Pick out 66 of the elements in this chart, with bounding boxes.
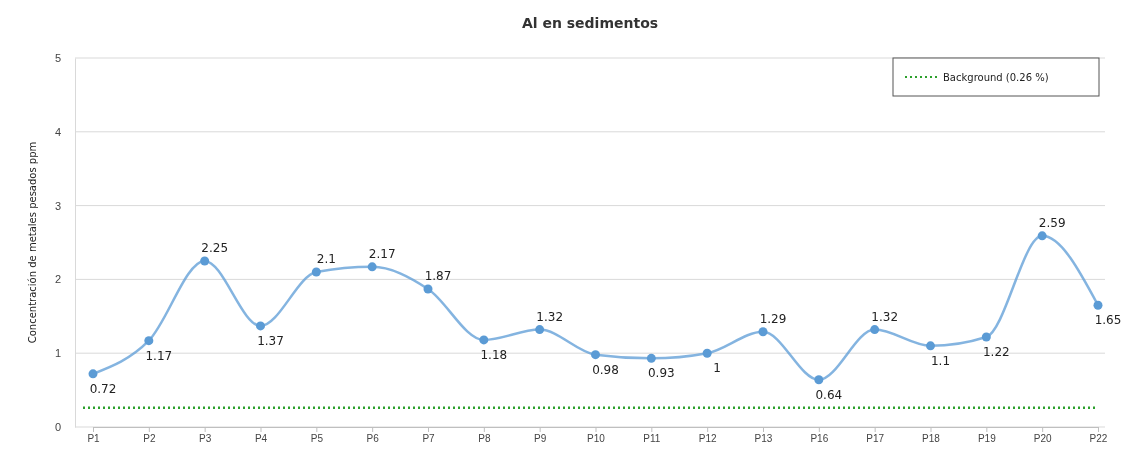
data-label: 2.25 <box>201 240 229 255</box>
x-tick-label: P5 <box>310 433 324 445</box>
data-label: 1.65 <box>1094 313 1122 328</box>
data-label: 0.93 <box>647 366 675 381</box>
data-label: 0.98 <box>592 362 619 377</box>
point <box>200 256 210 266</box>
x-tick-label: P8 <box>478 433 491 445</box>
x-tick-label: P1 <box>87 433 101 445</box>
x-tick-label: P9 <box>534 433 547 445</box>
point <box>591 350 600 360</box>
data-label: 1.87 <box>424 268 452 283</box>
point <box>926 341 935 351</box>
x-tick-label: P10 <box>587 433 606 445</box>
point <box>423 284 433 294</box>
point <box>702 348 712 358</box>
point <box>981 332 991 342</box>
y-tick-label: 5 <box>54 52 61 65</box>
y-tick-label: 3 <box>54 199 61 212</box>
point <box>758 327 768 337</box>
data-label: 2.1 <box>316 252 336 267</box>
point <box>367 262 377 272</box>
x-tick-label: P17 <box>866 433 885 445</box>
point <box>256 321 265 331</box>
x-tick-label: P13 <box>754 433 773 445</box>
point <box>646 353 656 363</box>
chart-title: Al en sedimentos <box>521 15 659 31</box>
point <box>1037 231 1047 241</box>
data-label: 1.32 <box>536 309 564 324</box>
x-tick-label: P16 <box>810 433 829 445</box>
x-tick-label: P2 <box>143 433 156 445</box>
y-tick-label: 4 <box>54 125 61 138</box>
data-label: 0.72 <box>89 381 117 396</box>
point <box>535 325 545 335</box>
data-label: 1.32 <box>871 309 899 324</box>
legend-label: Background (0.26 %) <box>943 72 1049 83</box>
x-tick-label: P22 <box>1089 433 1108 445</box>
point <box>870 325 880 335</box>
data-label: 1.17 <box>145 348 173 363</box>
data-label: 1.1 <box>930 353 951 368</box>
point <box>479 335 489 345</box>
data-label: 2.59 <box>1038 215 1066 230</box>
y-tick-label: 1 <box>54 347 61 360</box>
x-tick-label: P11 <box>643 433 661 445</box>
x-tick-label: P18 <box>922 433 941 445</box>
data-label: 2.17 <box>368 246 396 261</box>
point <box>1093 300 1103 310</box>
x-tick-label: P6 <box>366 433 380 445</box>
data-label: 1.22 <box>982 344 1010 359</box>
y-tick-label: 2 <box>54 273 61 286</box>
x-tick-label: P3 <box>199 433 212 445</box>
data-label: 1 <box>713 361 721 376</box>
data-label: 1.37 <box>257 333 284 348</box>
point <box>88 369 98 379</box>
point <box>814 375 824 385</box>
x-tick-label: P20 <box>1033 433 1052 445</box>
x-tick-label: P7 <box>422 433 436 445</box>
y-axis-title: Concentración de metales pesados ppm <box>27 141 38 344</box>
point <box>144 336 154 346</box>
data-label: 0.64 <box>815 387 843 402</box>
y-tick-label: 0 <box>54 421 61 434</box>
data-label: 1.18 <box>480 347 508 362</box>
x-tick-label: P4 <box>254 433 268 445</box>
point <box>311 267 321 277</box>
data-label: 1.29 <box>759 311 787 326</box>
x-tick-label: P19 <box>977 433 997 445</box>
x-tick-label: P12 <box>698 433 717 445</box>
